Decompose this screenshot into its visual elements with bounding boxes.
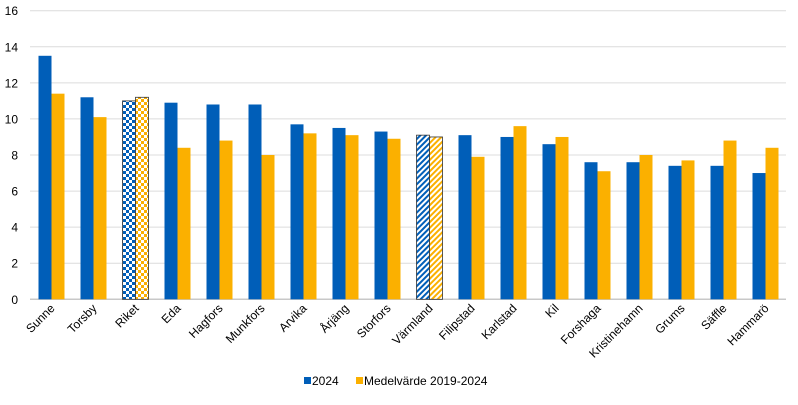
- bar-storfors-medelvärde-2019-2024: [387, 138, 401, 300]
- bar-riket-2024: [122, 100, 136, 300]
- bar-kristinehamn-medelvärde-2019-2024: [639, 155, 653, 300]
- bar-sunne-2024: [38, 55, 52, 300]
- legend-label: Medelvärde 2019-2024: [364, 374, 488, 388]
- bar-värmland-2024: [416, 134, 430, 300]
- x-tick-label: Säffle: [698, 301, 730, 333]
- legend-swatch: [304, 377, 311, 384]
- bar-hammarö-2024: [752, 173, 766, 300]
- bar-säffle-2024: [710, 165, 724, 300]
- bar-årjäng-2024: [332, 127, 346, 300]
- x-tick-label: Grums: [652, 301, 687, 336]
- bar-arvika-medelvärde-2019-2024: [303, 133, 317, 300]
- bar-forshaga-2024: [584, 162, 598, 300]
- x-tick-label: Värmland: [389, 301, 435, 347]
- x-tick-label: Filipstad: [436, 301, 477, 342]
- bars: [38, 55, 779, 300]
- gridlines: [30, 10, 786, 301]
- legend-swatch: [356, 377, 363, 384]
- y-tick-label: 8: [11, 149, 18, 163]
- legend-label: 2024: [312, 374, 339, 388]
- bar-karlstad-medelvärde-2019-2024: [513, 126, 527, 300]
- x-tick-label: Sunne: [23, 301, 58, 336]
- x-tick-label: Torsby: [65, 301, 100, 336]
- bar-munkfors-medelvärde-2019-2024: [261, 155, 275, 300]
- bar-riket-medelvärde-2019-2024: [135, 96, 149, 300]
- x-tick-label: Kil: [542, 301, 561, 320]
- bar-hammarö-medelvärde-2019-2024: [765, 147, 779, 300]
- bar-filipstad-2024: [458, 135, 472, 300]
- x-tick-label: Arvika: [276, 301, 310, 335]
- bar-eda-medelvärde-2019-2024: [177, 147, 191, 300]
- y-tick-label: 2: [11, 257, 18, 271]
- bar-munkfors-2024: [248, 104, 262, 300]
- x-tick-label: Hammarö: [724, 301, 771, 348]
- y-tick-label: 14: [5, 40, 19, 54]
- bar-torsby-2024: [80, 97, 94, 300]
- bar-arvika-2024: [290, 124, 304, 300]
- bar-hagfors-2024: [206, 104, 220, 300]
- bar-grums-medelvärde-2019-2024: [681, 160, 695, 300]
- bar-grums-2024: [668, 165, 682, 300]
- bar-säffle-medelvärde-2019-2024: [723, 140, 737, 300]
- y-axis-ticks: 0 2 4 6 8 10 12 14 16: [5, 4, 19, 307]
- y-tick-label: 10: [5, 112, 19, 126]
- x-tick-label: Hagfors: [186, 301, 226, 341]
- bar-filipstad-medelvärde-2019-2024: [471, 156, 485, 300]
- y-tick-label: 0: [11, 293, 18, 307]
- x-tick-label: Karlstad: [479, 301, 520, 342]
- bar-kil-medelvärde-2019-2024: [555, 136, 569, 300]
- bar-torsby-medelvärde-2019-2024: [93, 117, 107, 300]
- legend-item: 2024: [304, 374, 339, 388]
- bar-värmland-medelvärde-2019-2024: [429, 136, 443, 300]
- bar-karlstad-2024: [500, 136, 514, 300]
- bar-eda-2024: [164, 102, 178, 300]
- y-tick-label: 6: [11, 185, 18, 199]
- y-tick-label: 16: [5, 4, 19, 18]
- x-tick-label: Munkfors: [223, 301, 268, 346]
- legend: 2024 Medelvärde 2019-2024: [304, 374, 488, 388]
- bar-sunne-medelvärde-2019-2024: [51, 93, 65, 300]
- bar-kristinehamn-2024: [626, 162, 640, 300]
- bar-hagfors-medelvärde-2019-2024: [219, 140, 233, 300]
- x-tick-label: Årjäng: [316, 301, 351, 336]
- bar-årjäng-medelvärde-2019-2024: [345, 135, 359, 300]
- bar-forshaga-medelvärde-2019-2024: [597, 171, 611, 300]
- x-tick-label: Riket: [112, 301, 142, 331]
- y-tick-label: 12: [5, 76, 19, 90]
- legend-item: Medelvärde 2019-2024: [356, 374, 488, 388]
- bar-storfors-2024: [374, 131, 388, 300]
- x-tick-label: Eda: [159, 301, 184, 326]
- y-tick-label: 4: [11, 221, 18, 235]
- x-tick-label: Storfors: [354, 301, 394, 341]
- bar-kil-2024: [542, 144, 556, 300]
